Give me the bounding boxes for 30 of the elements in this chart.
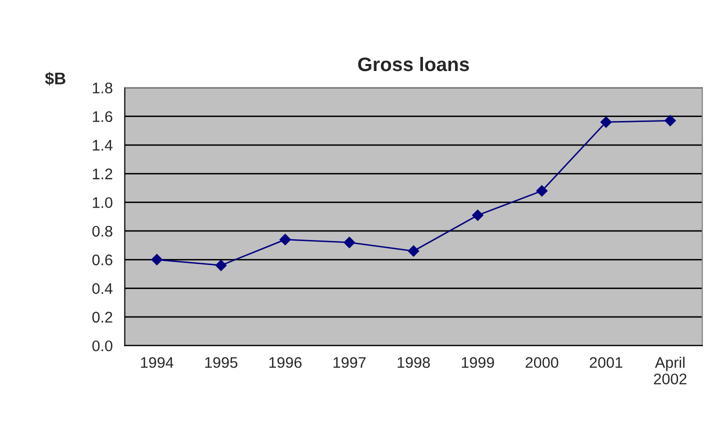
x-tick-label: 1996 [269,357,302,368]
y-tick-label: 1.4 [92,140,113,151]
x-tick-label: 1994 [141,357,174,368]
x-tick-label: 1998 [398,357,430,368]
point [536,185,548,196]
x-tick-label: April 2002 [654,356,686,384]
x-tick-label: 1995 [205,357,238,368]
x-tick-label: 1997 [334,357,366,368]
point [151,254,162,266]
point [215,260,227,271]
y-tick-label: 1.6 [92,111,112,122]
y-tick-label: 1.0 [92,197,112,208]
y-tick-label: 0.0 [92,340,112,352]
x-tick-label: 2001 [590,357,622,368]
x-tick-label: 1999 [462,357,494,368]
y-tick-label: 0.6 [92,254,112,266]
x-tick-label: 2000 [526,357,558,368]
point [472,210,484,221]
point [664,115,676,126]
y-tick-label: 0.4 [92,283,113,294]
y-axis-title: $B [45,72,66,86]
point [600,116,612,128]
y-tick-label: 1.8 [92,82,112,94]
point [280,234,291,246]
y-tick-label: 0.2 [92,312,112,323]
y-tick-label: 1.2 [92,168,112,180]
chart-title: Gross loans [358,56,469,72]
point [344,236,355,248]
point [408,245,420,257]
y-tick-label: 0.8 [92,226,112,237]
